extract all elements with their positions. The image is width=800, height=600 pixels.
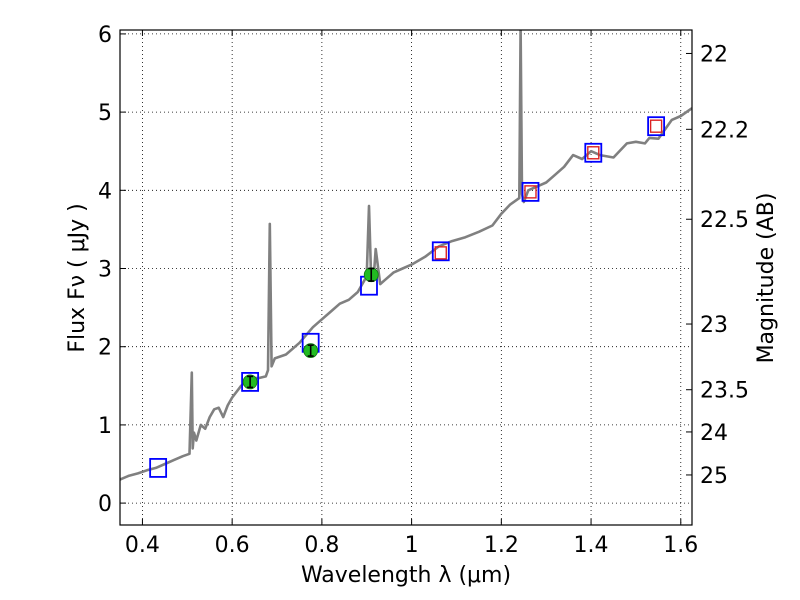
grid — [120, 30, 692, 525]
y-tick-label: 4 — [98, 179, 112, 204]
model-box-blue — [647, 116, 666, 137]
series-layer — [120, 30, 692, 481]
model-box-red — [524, 185, 537, 199]
x-tick-label: 1.4 — [574, 533, 609, 558]
y-tick-label: 3 — [98, 258, 112, 283]
mag-tick-label: 23.5 — [700, 379, 749, 404]
y-tick-label: 2 — [98, 336, 112, 361]
mag-tick-label: 23 — [700, 313, 728, 338]
spectrum-line — [120, 30, 692, 481]
marker-layer — [149, 116, 666, 478]
y2-axis-label: Magnitude (AB) — [754, 193, 779, 364]
x-axis-label: Wavelength λ (μm) — [301, 563, 511, 588]
model-box-blue — [241, 371, 260, 392]
mag-tick-label: 22 — [700, 42, 728, 67]
model-box-red — [434, 246, 447, 260]
y-tick-label: 0 — [98, 492, 112, 517]
plot-frame — [119, 29, 693, 526]
model-box-red — [587, 146, 600, 160]
mag-tick-label: 22.2 — [700, 118, 749, 143]
y-tick-label: 6 — [98, 23, 112, 48]
x-tick-label: 0.6 — [215, 533, 250, 558]
x-tick-label: 0.8 — [304, 533, 339, 558]
model-box-blue — [149, 458, 168, 478]
y-axis-label: Flux Fν ( μJy ) — [65, 203, 90, 352]
model-box-blue — [584, 142, 603, 163]
model-box-blue — [431, 241, 450, 262]
mag-tick-label: 25 — [700, 464, 728, 489]
x-tick-label: 1.6 — [663, 533, 698, 558]
x-tick-label: 1.2 — [484, 533, 519, 558]
x-tick-label: 0.4 — [125, 533, 160, 558]
model-box-blue — [521, 181, 540, 202]
y-tick-label: 1 — [98, 414, 112, 439]
mag-tick-label: 24 — [700, 421, 728, 446]
model-box-red — [649, 119, 663, 133]
x-tick-label: 1 — [405, 533, 419, 558]
tick-layer: 0.4 0.6 0.8 1 1.2 1.4 1.601234562222.222.52323… — [98, 23, 749, 558]
y-tick-label: 5 — [98, 101, 112, 126]
mag-tick-label: 22.5 — [700, 208, 749, 233]
